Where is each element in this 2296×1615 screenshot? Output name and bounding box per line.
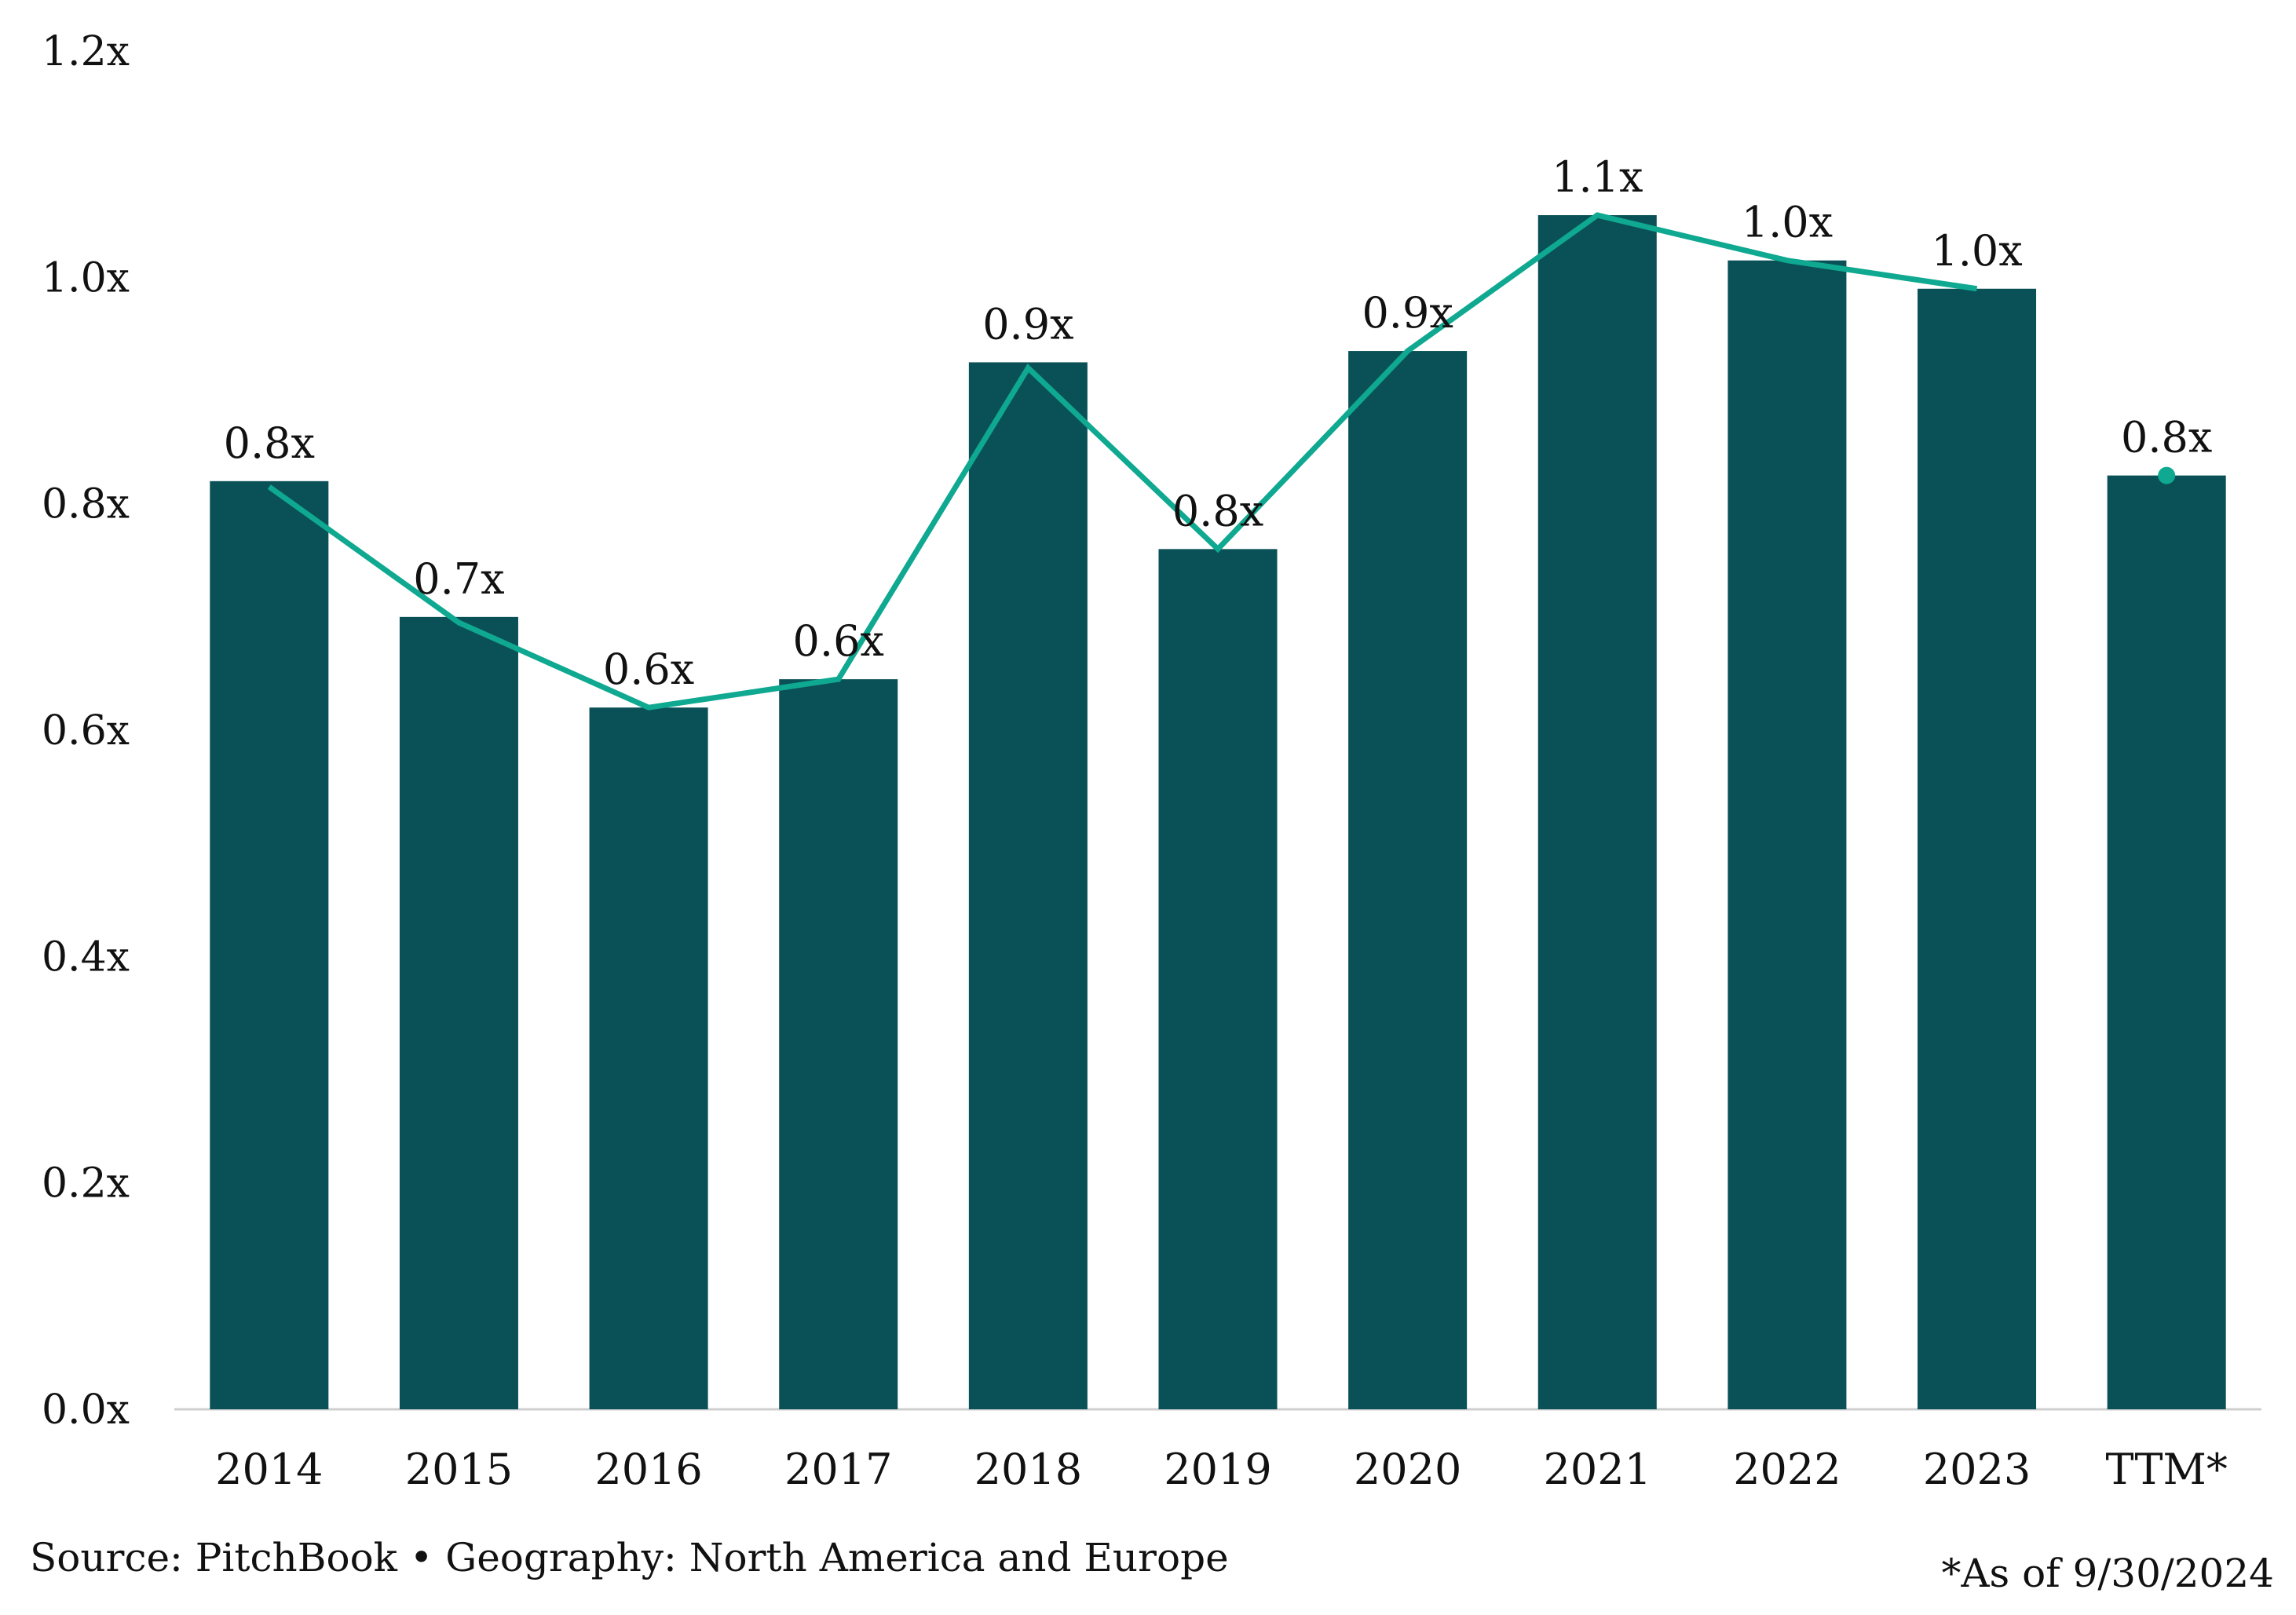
- x-tick-label: 2021: [1544, 1445, 1651, 1494]
- data-label: 1.0x: [1742, 198, 1833, 247]
- line-series: [267, 212, 2176, 711]
- bar-series: [210, 215, 2226, 1410]
- x-tick-label: 2018: [974, 1445, 1082, 1494]
- x-tick-label: 2016: [594, 1445, 702, 1494]
- y-tick-label: 1.0x: [42, 254, 130, 301]
- x-axis-ticks: 2014 2015 2016 2017 2018 2019 2020 2021 2022 2023…: [215, 1445, 2228, 1494]
- y-tick-label: 1.2x: [42, 28, 130, 75]
- bar: [589, 707, 708, 1409]
- bar: [2107, 475, 2226, 1409]
- data-label: 0.9x: [1362, 288, 1453, 338]
- x-tick-label: 2017: [784, 1445, 892, 1494]
- x-tick-label: 2019: [1164, 1445, 1271, 1494]
- data-label: 0.7x: [413, 554, 504, 604]
- bar: [1158, 549, 1278, 1410]
- source-note: Source: PitchBook • Geography: North Ame…: [30, 1535, 1229, 1580]
- y-tick-label: 0.4x: [42, 934, 130, 981]
- x-tick-label: TTM*: [2106, 1445, 2228, 1494]
- bar: [779, 679, 898, 1409]
- bar: [1727, 260, 1847, 1409]
- y-tick-label: 0.6x: [42, 707, 130, 755]
- y-tick-label: 0.2x: [42, 1160, 130, 1208]
- chart: 0.0x 0.2x 0.4x 0.6x 0.8x 1.0x 1.2x 0.8x 0.7x 0.6…: [42, 28, 2261, 1494]
- line-point: [2158, 466, 2176, 484]
- line-path: [267, 212, 1978, 711]
- data-label: 0.6x: [603, 645, 694, 694]
- data-label: 1.1x: [1552, 152, 1643, 202]
- y-axis-ticks: 0.0x 0.2x 0.4x 0.6x 0.8x 1.0x 1.2x: [42, 28, 130, 1434]
- data-label: 0.8x: [2121, 413, 2212, 462]
- data-labels: 0.8x 0.7x 0.6x 0.6x 0.9x 0.8x 0.9x 1.1x 1.0x 1.0x…: [224, 152, 2213, 694]
- data-label: 1.0x: [1931, 226, 2022, 276]
- bar: [399, 616, 518, 1409]
- x-tick-label: 2020: [1354, 1445, 1461, 1494]
- bar: [1918, 288, 2037, 1409]
- x-tick-label: 2022: [1733, 1445, 1841, 1494]
- as-of-note: *As of 9/30/2024: [1941, 1551, 2274, 1596]
- bar: [210, 480, 329, 1410]
- y-tick-label: 0.0x: [42, 1387, 130, 1434]
- data-label: 0.6x: [793, 616, 884, 666]
- x-tick-label: 2015: [405, 1445, 513, 1494]
- x-tick-label: 2023: [1923, 1445, 2031, 1494]
- bar: [968, 362, 1088, 1409]
- y-tick-label: 0.8x: [42, 481, 130, 528]
- bar: [1348, 351, 1468, 1410]
- data-label: 0.8x: [224, 418, 315, 468]
- bar: [1537, 215, 1657, 1410]
- data-label: 0.9x: [982, 299, 1073, 349]
- x-tick-label: 2014: [215, 1445, 323, 1494]
- data-label: 0.8x: [1172, 486, 1263, 535]
